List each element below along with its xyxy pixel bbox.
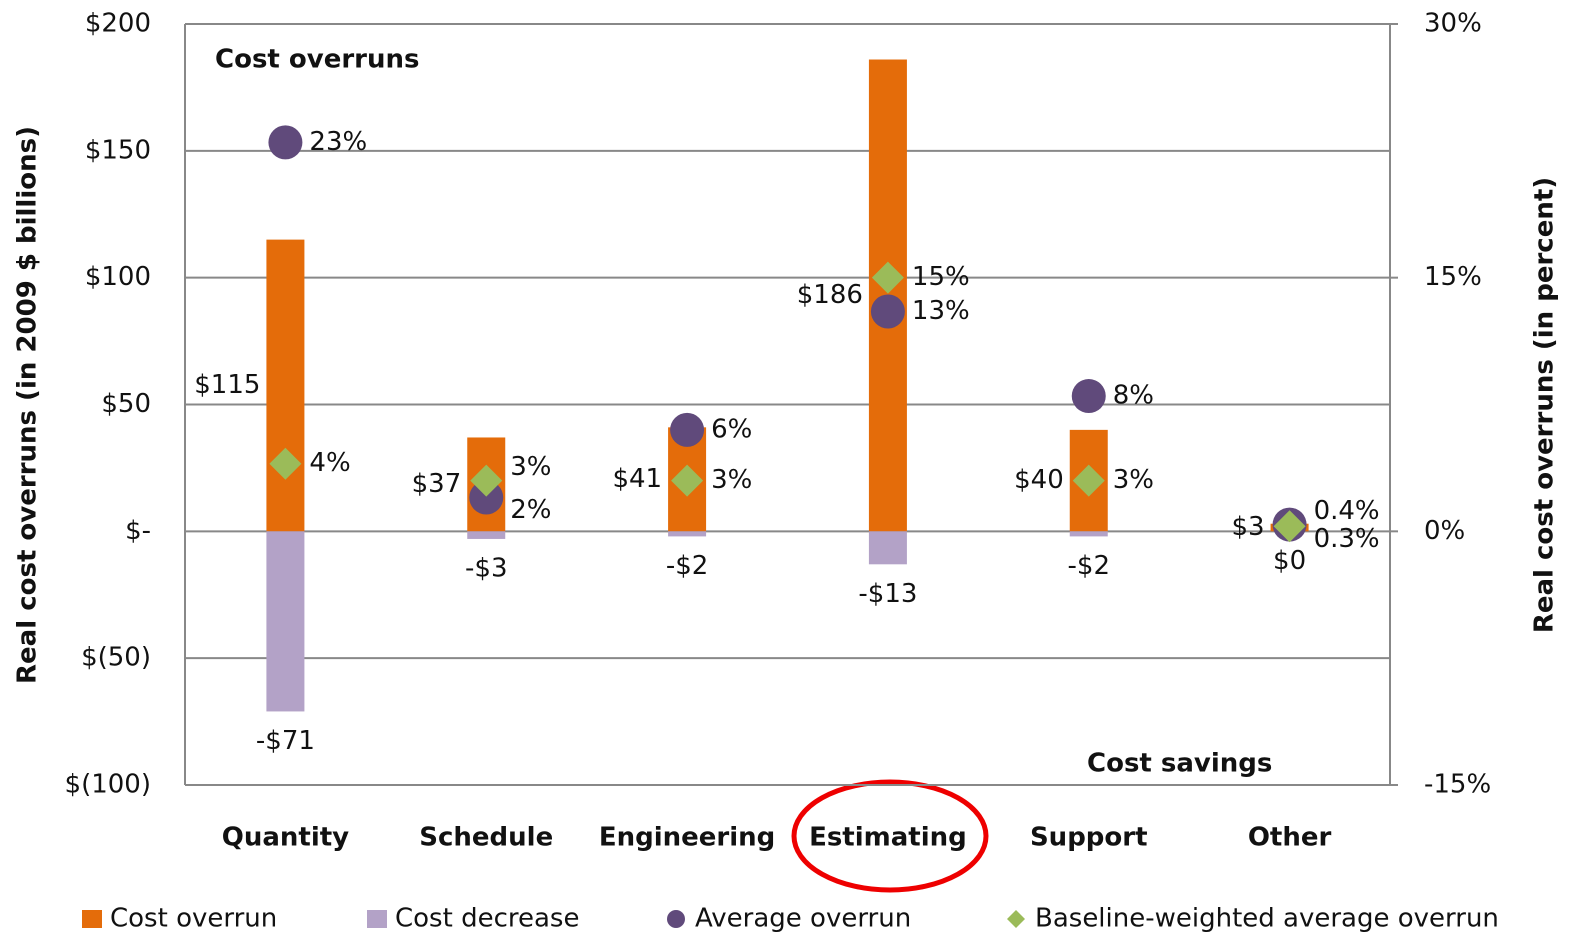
data-label: 3%: [711, 465, 752, 495]
x-tick-label: Other: [1248, 823, 1332, 853]
annotation: Cost overruns: [215, 45, 419, 75]
y2-axis-title: Real cost overruns (in percent): [1530, 177, 1560, 633]
legend-label: Average overrun: [695, 904, 911, 934]
average-marker: [268, 125, 303, 160]
legend-swatch: [1007, 910, 1025, 928]
y-tick-label: $(50): [81, 643, 151, 673]
legend-label: Baseline-weighted average overrun: [1035, 904, 1499, 934]
data-label: 13%: [912, 296, 970, 326]
data-label: 0.4%: [1314, 496, 1380, 526]
legend-label: Cost decrease: [395, 904, 579, 934]
data-label: $115: [194, 370, 260, 400]
x-tick-label: Support: [1030, 823, 1148, 853]
baseline-marker: [269, 447, 302, 480]
data-label: 8%: [1113, 381, 1154, 411]
data-label: 0.3%: [1314, 524, 1380, 554]
data-label: -$3: [465, 553, 507, 583]
annotation: Cost savings: [1087, 749, 1272, 779]
y2-tick-label: 30%: [1424, 9, 1482, 39]
data-label: $37: [412, 469, 462, 499]
data-label: 4%: [309, 448, 350, 478]
data-label: $186: [797, 280, 863, 310]
x-tick-label: Engineering: [599, 823, 775, 853]
data-label: -$2: [1068, 551, 1110, 581]
x-tick-label: Schedule: [419, 823, 553, 853]
data-label: -$2: [666, 551, 708, 581]
legend-swatch: [367, 910, 387, 928]
y2-tick-label: 15%: [1424, 262, 1482, 292]
data-label: -$13: [858, 579, 917, 609]
x-tick-label: Estimating: [809, 823, 967, 853]
legend-label: Cost overrun: [110, 904, 277, 934]
data-label: $40: [1014, 465, 1064, 495]
y-axis-title: Real cost overruns (in 2009 $ billions): [13, 126, 43, 684]
bar: [467, 531, 506, 539]
data-label: 3%: [510, 452, 551, 482]
y-tick-label: $200: [85, 9, 151, 39]
data-label: $41: [612, 464, 662, 494]
baseline-marker: [470, 464, 503, 497]
y-tick-label: $150: [85, 135, 151, 165]
x-tick-label: Quantity: [222, 823, 349, 853]
data-label: 23%: [309, 127, 367, 157]
baseline-marker: [871, 261, 904, 294]
baseline-marker: [671, 464, 704, 497]
average-marker: [870, 294, 905, 329]
data-label: 3%: [1113, 465, 1154, 495]
bar: [668, 531, 707, 537]
bar: [1069, 531, 1108, 537]
bar: [266, 531, 305, 712]
baseline-marker: [1072, 464, 1105, 497]
y-tick-label: $(100): [65, 770, 151, 800]
legend-swatch: [82, 910, 102, 928]
bar: [266, 239, 305, 532]
average-marker: [670, 412, 705, 447]
average-marker: [469, 480, 504, 515]
data-label: 6%: [711, 414, 752, 444]
y2-tick-label: 0%: [1424, 516, 1465, 546]
legend-swatch: [667, 910, 685, 928]
bar: [868, 531, 907, 565]
y-tick-label: $100: [85, 262, 151, 292]
data-label: $3: [1231, 512, 1264, 542]
y-tick-label: $50: [101, 389, 151, 419]
average-marker: [1071, 379, 1106, 414]
data-label: $0: [1273, 546, 1306, 576]
y2-tick-label: -15%: [1424, 770, 1491, 800]
highlight-circle: [791, 779, 989, 893]
data-label: -$71: [256, 726, 315, 756]
y-tick-label: $-: [125, 516, 151, 546]
data-label: 15%: [912, 262, 970, 292]
baseline-marker: [1273, 510, 1306, 543]
data-label: 2%: [510, 495, 551, 525]
